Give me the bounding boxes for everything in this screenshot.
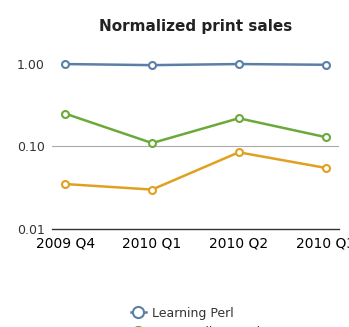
- Learning Perl: [324, 63, 328, 67]
- Mastering Perl: [237, 150, 241, 154]
- Intermediate Perl: [237, 116, 241, 120]
- Line: Intermediate Perl: Intermediate Perl: [62, 110, 329, 146]
- Learning Perl: [150, 63, 154, 67]
- Line: Learning Perl: Learning Perl: [62, 60, 329, 69]
- Intermediate Perl: [63, 112, 67, 116]
- Legend: Learning Perl, Intermediate Perl, Mastering Perl: Learning Perl, Intermediate Perl, Master…: [131, 307, 260, 327]
- Mastering Perl: [150, 188, 154, 192]
- Mastering Perl: [63, 182, 67, 186]
- Learning Perl: [237, 62, 241, 66]
- Learning Perl: [63, 62, 67, 66]
- Title: Normalized print sales: Normalized print sales: [99, 19, 292, 34]
- Intermediate Perl: [150, 141, 154, 145]
- Mastering Perl: [324, 166, 328, 170]
- Intermediate Perl: [324, 135, 328, 139]
- Line: Mastering Perl: Mastering Perl: [62, 149, 329, 193]
